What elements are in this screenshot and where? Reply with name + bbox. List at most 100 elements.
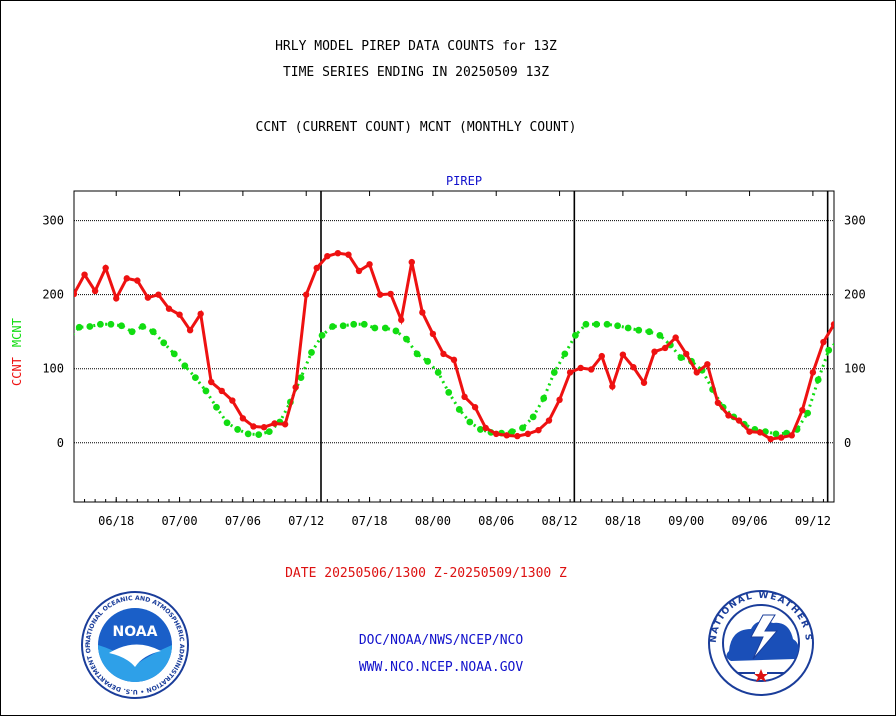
series-line-mcnt — [74, 322, 834, 437]
ccnt-point — [493, 430, 500, 438]
mcnt-point — [476, 426, 484, 433]
ccnt-point — [208, 378, 215, 386]
ccnt-point — [123, 275, 130, 282]
ccnt-point — [81, 271, 88, 278]
ccnt-point — [419, 309, 426, 316]
x-tick-label: 08/12 — [541, 514, 577, 528]
ccnt-point — [334, 250, 342, 257]
plot-frame — [73, 190, 835, 503]
ccnt-point — [74, 290, 78, 298]
ccnt-point — [756, 429, 764, 436]
mcnt-point — [318, 331, 326, 339]
y-tick-label-left: 300 — [42, 214, 64, 228]
x-tick-label: 09/06 — [731, 514, 767, 528]
ccnt-point — [693, 369, 700, 376]
mcnt-point — [160, 339, 168, 347]
ccnt-point — [704, 361, 711, 368]
y-tick-label-right: 0 — [844, 436, 851, 450]
series-ccnt — [74, 250, 834, 443]
ccnt-point — [440, 350, 447, 358]
ccnt-point — [640, 379, 648, 386]
mcnt-point — [508, 428, 516, 436]
ccnt-point — [281, 421, 289, 428]
ccnt-point — [556, 396, 563, 404]
ccnt-point — [165, 305, 173, 312]
mcnt-point — [181, 362, 189, 370]
ccnt-point — [271, 420, 278, 427]
ccnt-point — [250, 423, 257, 430]
ccnt-point — [566, 369, 574, 376]
ccnt-point — [482, 424, 489, 432]
ccnt-point — [408, 258, 415, 266]
mcnt-point — [814, 376, 822, 384]
mcnt-point — [519, 424, 527, 432]
website-link[interactable]: WWW.NCO.NCEP.NOAA.GOV — [358, 660, 524, 675]
y-label-ccnt: CCNT — [10, 357, 24, 386]
mcnt-point — [265, 428, 273, 436]
org-label: DOC/NOAA/NWS/NCEP/NCO — [358, 633, 524, 648]
x-tick-label: 08/18 — [605, 514, 641, 528]
mcnt-point — [149, 328, 157, 336]
mcnt-point — [645, 328, 653, 336]
ccnt-point — [155, 291, 162, 298]
mcnt-point — [360, 320, 368, 328]
ccnt-point — [725, 412, 732, 419]
ccnt-point — [714, 399, 722, 406]
x-tick-label: 08/06 — [478, 514, 514, 528]
y-tick-label-right: 300 — [844, 214, 866, 228]
ccnt-point — [514, 432, 521, 440]
ccnt-point — [630, 364, 637, 371]
ccnt-point — [746, 428, 753, 435]
x-tick-label: 08/00 — [415, 514, 451, 528]
ccnt-point — [260, 424, 268, 431]
mcnt-point — [614, 322, 622, 330]
mcnt-point — [86, 323, 94, 330]
ccnt-point — [313, 264, 320, 272]
mcnt-point — [213, 403, 220, 411]
chart-title-line-1: HRLY MODEL PIREP DATA COUNTS for 13Z — [275, 39, 557, 54]
mcnt-point — [561, 350, 569, 358]
mcnt-point — [804, 409, 812, 417]
ccnt-point — [134, 277, 141, 284]
mcnt-point — [339, 322, 347, 330]
ccnt-point — [366, 261, 373, 268]
mcnt-point — [139, 323, 147, 330]
mcnt-point — [381, 324, 389, 332]
mcnt-point — [772, 430, 780, 438]
mcnt-point — [624, 324, 632, 332]
ccnt-point — [461, 393, 468, 401]
ccnt-point — [144, 294, 152, 301]
mcnt-point — [466, 418, 474, 426]
mcnt-point — [118, 322, 125, 330]
mcnt-point — [350, 320, 358, 328]
ccnt-point — [609, 383, 616, 390]
ccnt-point — [809, 369, 817, 376]
ccnt-point — [788, 432, 795, 439]
mcnt-point — [656, 331, 664, 339]
noaa-logo: NATIONAL OCEANIC AND ATMOSPHERIC ADMINIS… — [81, 591, 189, 699]
mcnt-point — [413, 350, 421, 358]
mcnt-point — [582, 320, 590, 328]
ccnt-point — [471, 404, 479, 411]
mcnt-point — [403, 335, 410, 343]
mcnt-point — [223, 419, 231, 427]
plot-title: PIREP — [446, 174, 482, 188]
ccnt-point — [830, 321, 834, 328]
ccnt-point — [113, 295, 120, 302]
ccnt-point — [303, 291, 310, 298]
ccnt-point — [651, 348, 658, 355]
x-tick-label: 06/18 — [98, 514, 134, 528]
mcnt-point — [550, 369, 558, 376]
ccnt-point — [345, 251, 352, 258]
ccnt-point — [229, 397, 236, 404]
ccnt-point — [524, 430, 532, 438]
mcnt-point — [107, 320, 115, 328]
x-tick-label: 09/00 — [668, 514, 704, 528]
ccnt-point — [186, 327, 194, 334]
ccnt-point — [588, 366, 595, 373]
ccnt-point — [735, 417, 743, 424]
mcnt-point — [825, 346, 833, 354]
ccnt-point — [218, 387, 225, 395]
